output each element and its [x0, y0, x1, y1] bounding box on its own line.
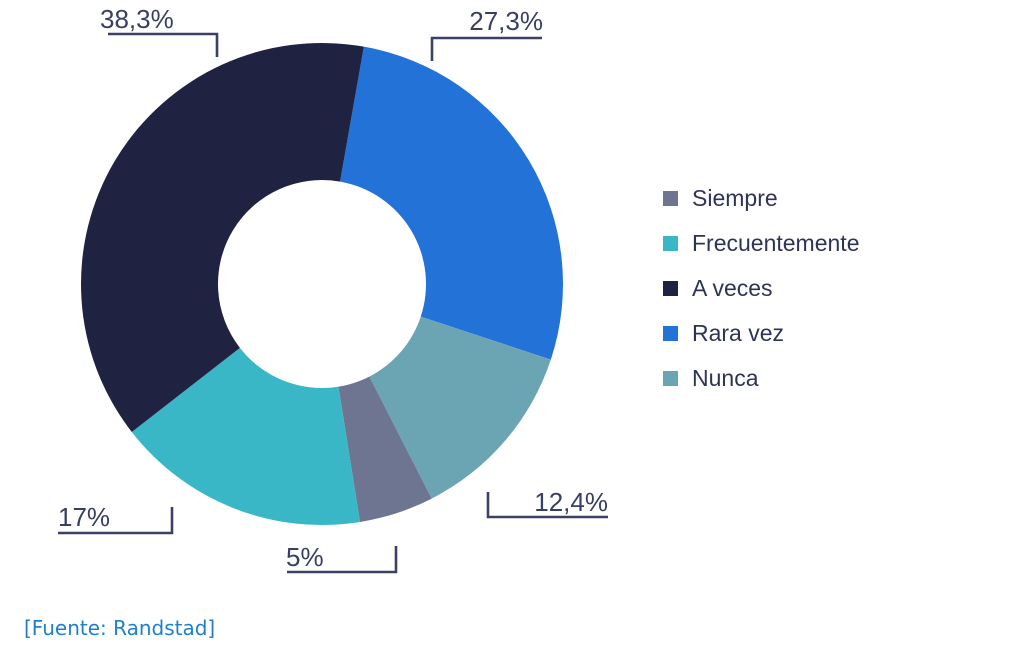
callout-label-a-veces: 38,3%: [100, 4, 174, 34]
footer: [Fuente: Randstad]: [24, 616, 215, 640]
callout-line-nunca: [486, 492, 608, 519]
callout-line-frecuentemente: [58, 507, 174, 535]
legend-swatch-icon: [663, 325, 678, 341]
legend: Siempre Frecuentemente A veces Rara vez Nunc…: [663, 186, 859, 390]
donut-slice-frecuentemente: [131, 347, 361, 526]
callout-label-rara-vez: 27,3%: [469, 6, 543, 36]
legend-item-nunca: Nunca: [663, 366, 859, 390]
legend-item-label: Rara vez: [692, 320, 785, 346]
donut-slice-siempre: [338, 376, 432, 522]
callout-annotations: 38,3% 27,3% 17% 5% 12,4%: [58, 4, 608, 574]
legend-swatch-icon: [663, 280, 678, 296]
legend-item-rara-vez: Rara vez: [663, 321, 859, 345]
callout-label-nunca: 12,4%: [534, 487, 608, 517]
legend-swatch-icon: [663, 190, 678, 206]
callout-line-rara-vez: [430, 36, 542, 61]
legend-item-label: A veces: [692, 275, 773, 301]
source-link[interactable]: [Fuente: Randstad]: [24, 616, 216, 640]
donut-slice-rara-vez: [340, 46, 563, 360]
donut-slice-a-veces: [81, 42, 364, 432]
legend-swatch-icon: [663, 235, 678, 251]
donut-slice-nunca: [369, 316, 551, 499]
legend-item-a-veces: A veces: [663, 276, 859, 300]
callout-label-frecuentemente: 17%: [58, 502, 110, 532]
callout-line-siempre: [287, 546, 398, 574]
donut-slices: [81, 42, 563, 526]
legend-item-siempre: Siempre: [663, 186, 859, 210]
legend-item-frecuentemente: Frecuentemente: [663, 231, 859, 255]
callout-label-siempre: 5%: [286, 542, 324, 572]
legend-item-label: Nunca: [692, 365, 759, 391]
legend-swatch-icon: [663, 370, 678, 386]
legend-item-label: Siempre: [692, 185, 778, 211]
callout-line-a-veces: [108, 32, 219, 57]
legend-item-label: Frecuentemente: [692, 230, 860, 256]
